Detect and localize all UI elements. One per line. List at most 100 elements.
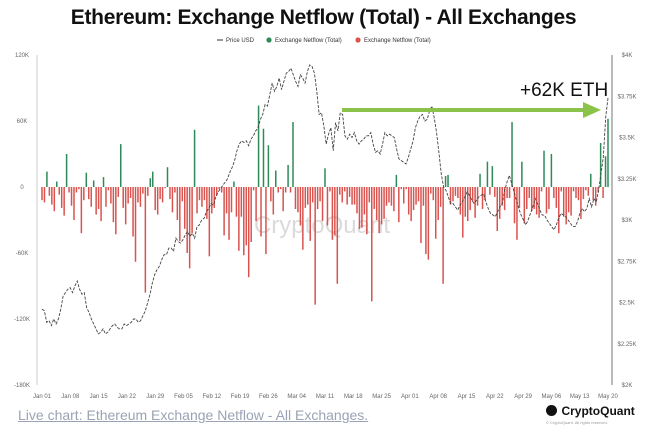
outflow-bar bbox=[390, 187, 393, 206]
inflow-bar bbox=[486, 161, 489, 187]
outflow-bar bbox=[476, 187, 479, 206]
outflow-bar bbox=[321, 187, 324, 222]
outflow-bar bbox=[110, 187, 112, 204]
outflow-bar bbox=[228, 187, 230, 240]
outflow-bar bbox=[481, 187, 484, 209]
outflow-bar bbox=[336, 187, 339, 284]
outflow-bar bbox=[144, 187, 147, 293]
outflow-bar bbox=[415, 187, 417, 205]
left-axis-tick-label: 120K bbox=[15, 53, 29, 59]
outflow-bar bbox=[156, 187, 159, 215]
outflow-bar bbox=[48, 187, 51, 196]
outflow-bar bbox=[430, 187, 432, 194]
outflow-bar bbox=[501, 187, 503, 206]
outflow-bar bbox=[570, 187, 572, 216]
outflow-bar bbox=[334, 187, 336, 236]
outflow-bar bbox=[380, 187, 383, 225]
outflow-bar bbox=[309, 187, 311, 241]
outflow-bar bbox=[97, 187, 100, 209]
left-axis-tick-label: 0 bbox=[20, 185, 24, 191]
outflow-bar bbox=[238, 187, 240, 251]
inflow-bar bbox=[590, 173, 592, 187]
inflow-bar bbox=[166, 167, 169, 187]
outflow-bar bbox=[358, 187, 361, 229]
inflow-bar bbox=[479, 173, 481, 187]
cryptoquant-logo-icon bbox=[546, 405, 557, 416]
outflow-bar bbox=[43, 187, 46, 203]
inflow-bar bbox=[521, 161, 523, 187]
cryptoquant-brand: CryptoQuant © CryptoQuant. All rights re… bbox=[546, 402, 635, 425]
right-axis-tick-label: $2.5K bbox=[619, 301, 635, 307]
outflow-bar bbox=[548, 187, 550, 209]
brand-copyright: © CryptoQuant. All rights reserved. bbox=[546, 420, 608, 425]
x-axis-tick-label: May 20 bbox=[598, 394, 618, 400]
x-axis-tick-label: Jan 08 bbox=[61, 394, 80, 400]
outflow-bar bbox=[442, 187, 444, 284]
legend-netflow-dot-icon bbox=[355, 37, 361, 43]
outflow-bar bbox=[284, 187, 287, 193]
outflow-bar bbox=[339, 187, 341, 195]
outflow-bar bbox=[471, 187, 474, 202]
outflow-bar bbox=[186, 187, 188, 253]
x-axis-tick-label: Apr 22 bbox=[486, 394, 504, 400]
outflow-bar bbox=[449, 187, 452, 205]
outflow-bar bbox=[489, 187, 491, 195]
outflow-bar bbox=[117, 187, 120, 197]
outflow-bar bbox=[191, 187, 193, 234]
outflow-bar bbox=[523, 187, 526, 224]
outflow-bar bbox=[464, 187, 467, 217]
outflow-bar bbox=[594, 187, 597, 206]
x-axis-tick-label: Jan 01 bbox=[33, 394, 52, 400]
live-chart-link[interactable]: Live chart: Ethereum Exchange Netflow - … bbox=[18, 407, 369, 423]
outflow-bar bbox=[577, 187, 580, 201]
x-axis-tick-label: Apr 01 bbox=[401, 394, 419, 400]
right-axis-tick-label: $3K bbox=[622, 218, 633, 224]
left-axis-tick-label: -60K bbox=[16, 251, 29, 257]
outflow-bar bbox=[597, 187, 599, 193]
outflow-bar bbox=[112, 187, 115, 223]
outflow-bar bbox=[100, 187, 102, 222]
inflow-bar bbox=[56, 181, 58, 187]
outflow-bar bbox=[289, 187, 292, 193]
inflow-bar bbox=[262, 128, 265, 187]
x-axis-tick-label: Feb 12 bbox=[202, 394, 221, 400]
x-axis-tick-label: Mar 18 bbox=[344, 394, 363, 400]
outflow-bar bbox=[124, 187, 127, 225]
inflow-bar bbox=[491, 166, 494, 187]
right-axis-tick-label: $2.25K bbox=[617, 342, 636, 348]
outflow-bar bbox=[565, 187, 567, 225]
outflow-bar bbox=[405, 187, 407, 190]
outflow-bar bbox=[142, 187, 144, 194]
outflow-bar bbox=[496, 187, 499, 231]
outflow-bar bbox=[518, 187, 521, 208]
outflow-bar bbox=[179, 187, 181, 241]
legend: Price USD Exchange Netflow (Total) Exchang… bbox=[217, 37, 431, 44]
annotation-arrow bbox=[342, 102, 601, 118]
outflow-bar bbox=[206, 187, 208, 219]
outflow-bar bbox=[516, 187, 518, 240]
outflow-bar bbox=[457, 187, 459, 198]
outflow-bar bbox=[95, 187, 97, 215]
outflow-bar bbox=[393, 187, 395, 212]
outflow-bar bbox=[587, 187, 590, 196]
left-axis-tick-label: 60K bbox=[17, 119, 28, 125]
outflow-bar bbox=[356, 187, 358, 214]
outflow-bar bbox=[383, 187, 385, 219]
outflow-bar bbox=[540, 187, 543, 192]
outflow-bar bbox=[252, 187, 255, 191]
inflow-bar bbox=[65, 154, 68, 187]
x-axis-tick-label: Mar 04 bbox=[287, 394, 306, 400]
outflow-bar bbox=[373, 187, 375, 209]
inflow-bar bbox=[511, 122, 513, 187]
outflow-bar bbox=[58, 187, 60, 195]
outflow-bar bbox=[297, 187, 299, 213]
legend-netflow-dot-icon bbox=[266, 37, 272, 43]
left-axis-tick-label: -120K bbox=[14, 317, 30, 323]
outflow-bar bbox=[498, 187, 501, 219]
outflow-bar bbox=[129, 187, 132, 198]
outflow-bar bbox=[215, 187, 218, 196]
outflow-bar bbox=[398, 187, 400, 223]
outflow-bar bbox=[363, 187, 366, 215]
outflow-bar bbox=[80, 187, 83, 234]
